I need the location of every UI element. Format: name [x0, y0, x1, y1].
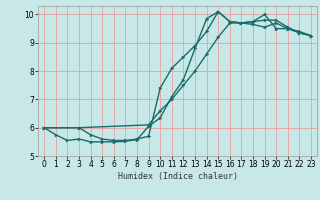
X-axis label: Humidex (Indice chaleur): Humidex (Indice chaleur): [118, 172, 238, 181]
